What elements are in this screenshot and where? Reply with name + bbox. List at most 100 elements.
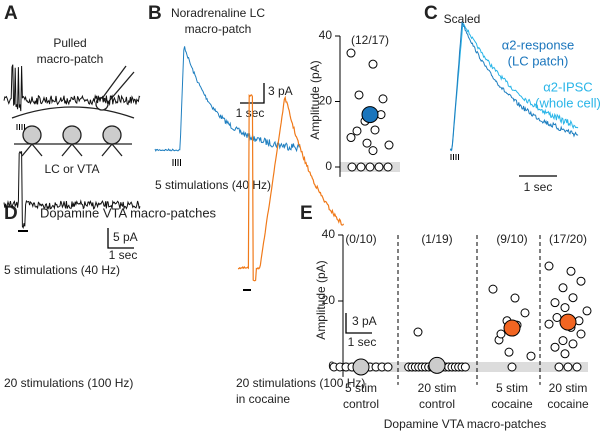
scale-bar bbox=[107, 228, 134, 249]
data-point bbox=[504, 347, 514, 357]
data-point bbox=[526, 351, 536, 361]
caption: 20 stimulations (100 Hz) bbox=[236, 376, 365, 390]
y-tick-label: 20 bbox=[319, 94, 333, 108]
data-point bbox=[347, 162, 357, 172]
legend-text: (whole cell) bbox=[535, 95, 601, 110]
panel-letter: D bbox=[4, 203, 18, 224]
legend-text: (LC patch) bbox=[508, 53, 569, 68]
legend-text: α2-IPSC bbox=[543, 79, 592, 94]
panel-title: Dopamine VTA macro-patches bbox=[40, 205, 217, 220]
data-point bbox=[568, 293, 578, 303]
x-axis-label: Dopamine VTA macro-patches bbox=[384, 417, 547, 431]
data-point bbox=[560, 303, 570, 313]
trace bbox=[154, 46, 301, 153]
data-point bbox=[362, 138, 372, 148]
data-point bbox=[346, 133, 356, 143]
data-point bbox=[496, 329, 506, 339]
data-point bbox=[582, 306, 592, 316]
data-point bbox=[576, 329, 586, 339]
data-point bbox=[566, 266, 576, 276]
mean-point bbox=[503, 319, 521, 337]
data-point bbox=[520, 308, 530, 318]
y-axis-label: Amplitude (pA) bbox=[308, 60, 322, 139]
trace bbox=[3, 64, 141, 112]
panel-title: macro-patch bbox=[37, 52, 104, 66]
data-point bbox=[346, 48, 356, 58]
caption: 20 stimulations (100 Hz) bbox=[4, 376, 133, 390]
data-point bbox=[507, 362, 517, 372]
x-tick-label: 5 stim control bbox=[343, 381, 379, 411]
data-point bbox=[368, 59, 378, 69]
y-tick-label: 20 bbox=[322, 293, 336, 307]
data-point bbox=[374, 162, 384, 172]
y-tick-label: 0 bbox=[325, 159, 332, 173]
legend-text: α2-response bbox=[502, 37, 575, 52]
scale-label: 5 pA bbox=[113, 230, 138, 244]
data-point bbox=[413, 327, 423, 337]
caption: in cocaine bbox=[236, 392, 290, 406]
trace bbox=[449, 20, 579, 152]
data-point bbox=[354, 90, 364, 100]
scale-bar bbox=[345, 313, 372, 334]
schematic-label: LC or VTA bbox=[44, 162, 99, 176]
data-point bbox=[378, 94, 388, 104]
data-point bbox=[383, 162, 393, 172]
data-point bbox=[370, 125, 380, 135]
data-point bbox=[554, 362, 564, 372]
data-point bbox=[384, 140, 394, 150]
data-point bbox=[576, 276, 586, 286]
annotation: (0/10) bbox=[345, 232, 376, 246]
data-point bbox=[383, 362, 393, 372]
data-point bbox=[558, 336, 568, 346]
scale-label: 3 pA bbox=[268, 84, 293, 98]
data-point bbox=[544, 261, 554, 271]
caption: 5 stimulations (40 Hz) bbox=[155, 178, 271, 192]
data-point bbox=[558, 283, 568, 293]
data-point bbox=[488, 284, 498, 294]
panel-letter: B bbox=[148, 3, 162, 24]
data-point bbox=[563, 362, 573, 372]
scale-label: 1 sec bbox=[524, 180, 553, 194]
data-point bbox=[368, 146, 378, 156]
scale-label: 1 sec bbox=[109, 248, 138, 262]
mean-point bbox=[428, 356, 446, 374]
panel-letter: C bbox=[424, 3, 438, 24]
trace bbox=[3, 150, 141, 230]
annotation: (12/17) bbox=[351, 33, 389, 47]
panel-title: Scaled bbox=[444, 12, 481, 26]
patch-schematic bbox=[11, 65, 135, 157]
panel-title: Noradrenaline LC bbox=[171, 6, 265, 20]
data-point bbox=[550, 342, 560, 352]
scale-bar bbox=[240, 83, 265, 104]
y-axis-label: Amplitude (pA) bbox=[314, 260, 328, 339]
annotation: (17/20) bbox=[549, 232, 587, 246]
panel-title: Pulled bbox=[53, 36, 86, 50]
scale-label: 3 pA bbox=[352, 314, 377, 328]
data-point bbox=[568, 339, 578, 349]
data-point bbox=[560, 349, 570, 359]
trace bbox=[449, 22, 579, 151]
data-point bbox=[352, 126, 362, 136]
data-point bbox=[510, 293, 520, 303]
x-tick-label: 5 stim cocaine bbox=[491, 381, 533, 411]
annotation: (9/10) bbox=[496, 232, 527, 246]
data-point bbox=[572, 362, 582, 372]
panel-letter: A bbox=[4, 3, 18, 24]
scale-label: 1 sec bbox=[236, 106, 265, 120]
data-point bbox=[544, 319, 554, 329]
data-point bbox=[365, 162, 375, 172]
data-point bbox=[356, 162, 366, 172]
data-point bbox=[460, 362, 470, 372]
annotation: (1/19) bbox=[421, 232, 452, 246]
mean-point bbox=[352, 358, 370, 376]
scale-label: 1 sec bbox=[348, 335, 377, 349]
x-tick-label: 20 stim cocaine bbox=[547, 381, 589, 411]
y-tick-label: 40 bbox=[319, 28, 333, 42]
panel-letter: E bbox=[300, 203, 313, 224]
data-point bbox=[550, 298, 560, 308]
x-tick-label: 20 stim control bbox=[418, 381, 457, 411]
panel-title: macro-patch bbox=[185, 22, 252, 36]
mean-point bbox=[559, 313, 577, 331]
y-tick-label: 40 bbox=[322, 227, 336, 241]
